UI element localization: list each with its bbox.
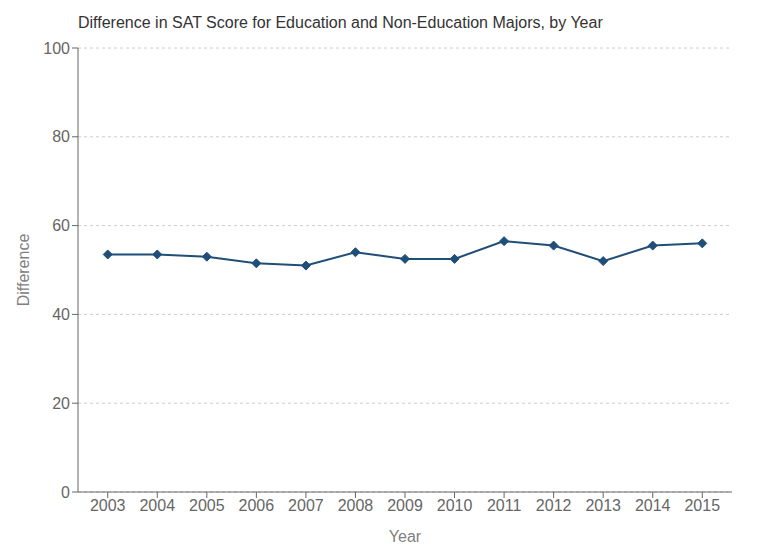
svg-text:2009: 2009 — [387, 497, 423, 514]
svg-text:2011: 2011 — [487, 497, 522, 514]
svg-text:2008: 2008 — [338, 497, 374, 514]
svg-text:Difference: Difference — [15, 234, 32, 307]
svg-text:2007: 2007 — [288, 497, 324, 514]
svg-text:2014: 2014 — [635, 497, 671, 514]
svg-text:100: 100 — [43, 40, 70, 57]
svg-text:2006: 2006 — [239, 497, 275, 514]
svg-text:2015: 2015 — [684, 497, 720, 514]
svg-text:2004: 2004 — [139, 497, 175, 514]
svg-text:20: 20 — [52, 395, 70, 412]
svg-text:2003: 2003 — [90, 497, 126, 514]
svg-text:60: 60 — [52, 217, 70, 234]
svg-text:2010: 2010 — [437, 497, 473, 514]
html-text:Difference in SAT Score for Ed: Difference in SAT Score for Education an… — [78, 14, 603, 31]
svg-text:2012: 2012 — [536, 497, 572, 514]
svg-text:2013: 2013 — [585, 497, 621, 514]
svg-text:2005: 2005 — [189, 497, 225, 514]
svg-text:80: 80 — [52, 128, 70, 145]
svg-text:0: 0 — [61, 484, 70, 501]
svg-text:40: 40 — [52, 306, 70, 323]
svg-text:Year: Year — [389, 528, 422, 545]
